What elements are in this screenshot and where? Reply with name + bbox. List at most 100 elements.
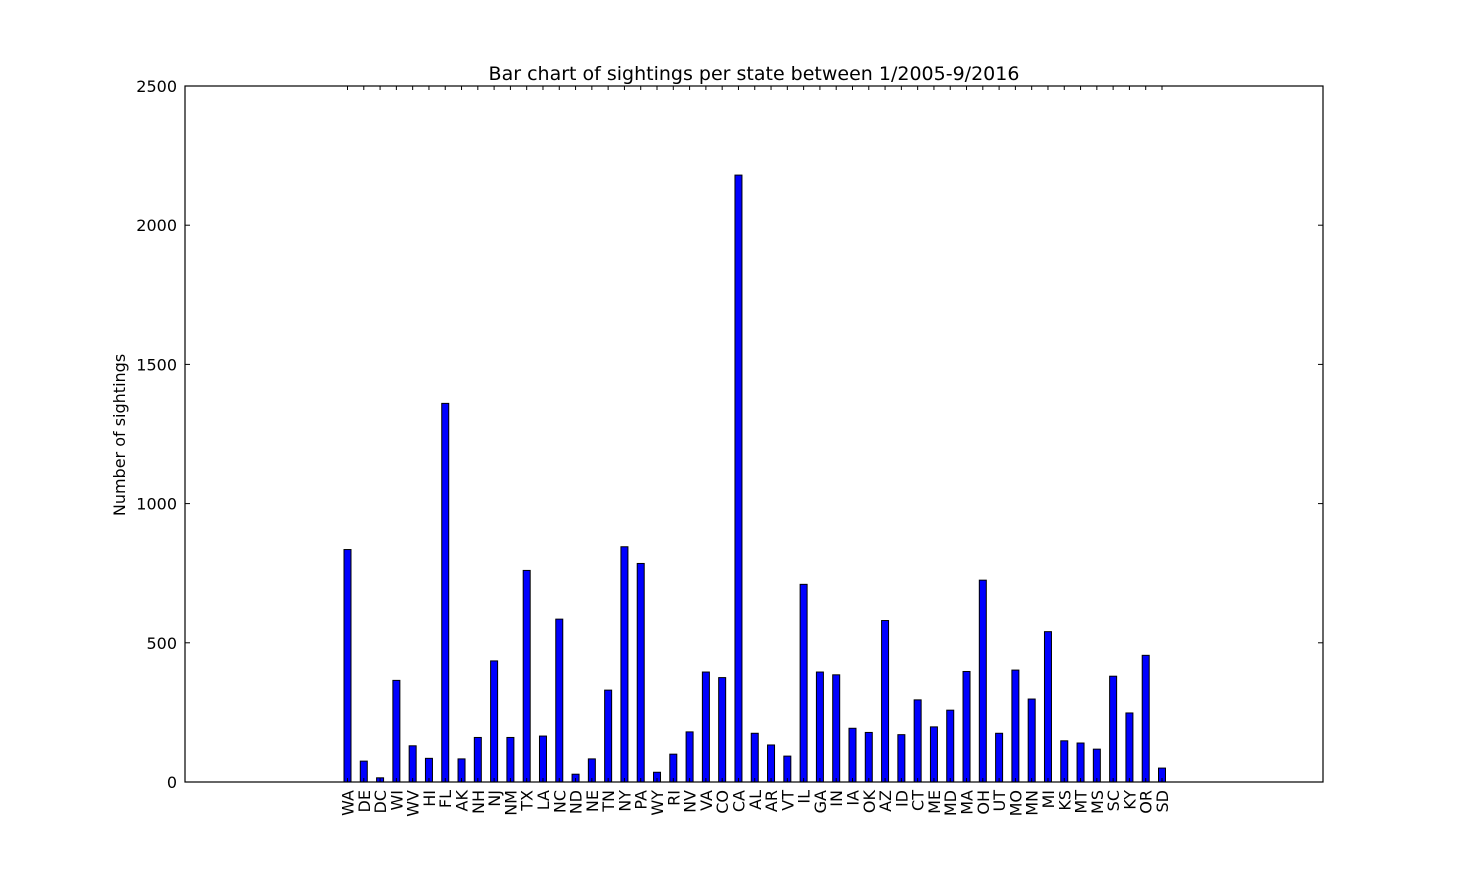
bar-oh — [978, 579, 987, 783]
bar-ia — [848, 727, 857, 783]
x-tick-label: LA — [534, 790, 553, 810]
bar-pa — [636, 562, 645, 783]
bar-wv — [408, 745, 417, 783]
x-tick-label: DC — [371, 790, 390, 814]
x-tick-label: MS — [1088, 790, 1107, 814]
y-tick-label: 1000 — [136, 495, 177, 514]
x-tick-label: AK — [453, 789, 472, 811]
bar-ok — [864, 731, 873, 783]
y-axis-label: Number of sightings — [110, 354, 129, 516]
x-tick-label: ND — [567, 790, 586, 814]
bar-mn — [1027, 698, 1036, 783]
x-tick-label: SC — [1104, 790, 1123, 811]
x-tick-label: MT — [1072, 790, 1091, 814]
bar-ar — [767, 744, 776, 783]
x-tick-label: NM — [501, 790, 520, 816]
x-tick-label: HI — [420, 790, 439, 807]
x-tick-label: KY — [1120, 790, 1139, 810]
x-tick-label: OR — [1137, 790, 1156, 814]
x-tick-label: NY — [615, 790, 634, 812]
bar-ky — [1125, 712, 1134, 783]
x-tick-label: ID — [892, 790, 911, 807]
bar-mt — [1076, 742, 1085, 783]
x-tick-label: SD — [1153, 790, 1172, 812]
y-tick-label: 1500 — [136, 355, 177, 374]
x-tick-label: WA — [339, 790, 358, 816]
bar-ny — [620, 546, 629, 783]
x-tick-label: MD — [941, 790, 960, 816]
x-tick-label: PA — [632, 790, 651, 810]
bar-tn — [604, 689, 613, 783]
x-tick-label: OH — [974, 790, 993, 815]
x-tick-label: IN — [827, 790, 846, 807]
bar-ks — [1060, 740, 1069, 783]
x-tick-label: NC — [550, 790, 569, 813]
bar-wa — [343, 549, 352, 783]
bar-fl — [441, 402, 450, 783]
bar-ca — [734, 174, 743, 783]
bar-va — [701, 671, 710, 783]
bar-sc — [1109, 675, 1118, 783]
bar-il — [799, 583, 808, 783]
x-tick-label: CO — [713, 790, 732, 814]
x-tick-label: VA — [697, 790, 716, 811]
bar-or — [1141, 654, 1150, 783]
bar-ms — [1092, 748, 1101, 783]
x-tick-label: NH — [469, 790, 488, 814]
x-tick-label: ME — [925, 790, 944, 814]
x-tick-label: WY — [648, 790, 667, 816]
x-tick-label: OK — [860, 790, 879, 814]
x-tick-label: NJ — [485, 790, 504, 807]
bar-ga — [815, 671, 824, 783]
x-tick-label: MA — [958, 790, 977, 815]
bar-mo — [1011, 669, 1020, 783]
x-tick-label: VT — [778, 790, 797, 811]
y-tick-label: 0 — [167, 773, 177, 792]
bar-nm — [506, 736, 515, 783]
x-ticks-group: WADEDCWIWVHIFLAKNHNJNMTXLANCNDNETNNYPAWY… — [339, 86, 1172, 817]
x-tick-label: KS — [1055, 790, 1074, 811]
bar-me — [929, 726, 938, 783]
bar-az — [881, 620, 890, 783]
bar-la — [538, 735, 547, 783]
bar-co — [718, 677, 727, 783]
y-tick-label: 500 — [146, 634, 177, 653]
x-tick-label: GA — [811, 790, 830, 813]
bars-group — [343, 174, 1166, 783]
bar-ut — [995, 732, 1004, 783]
x-tick-label: RI — [664, 790, 683, 806]
x-tick-label: CT — [909, 790, 928, 811]
bar-id — [897, 734, 906, 783]
y-ticks-group: 0 500 1000 1500 2000 2500 — [136, 77, 1323, 792]
x-tick-label: TN — [599, 790, 618, 813]
x-tick-label: UT — [990, 790, 1009, 812]
bar-ma — [962, 670, 971, 783]
plot-frame — [184, 85, 1324, 783]
bar-ct — [913, 699, 922, 783]
x-tick-label: WI — [387, 790, 406, 811]
x-tick-label: MO — [1006, 790, 1025, 816]
x-tick-label: FL — [436, 790, 455, 808]
bar-tx — [522, 569, 531, 783]
chart-title: Bar chart of sightings per state between… — [489, 63, 1020, 85]
x-tick-label: MN — [1023, 790, 1042, 816]
bar-ri — [669, 753, 678, 783]
x-tick-label: DE — [355, 790, 374, 812]
x-tick-label: CA — [729, 790, 748, 812]
x-tick-label: NE — [583, 790, 602, 812]
x-tick-label: IL — [795, 790, 814, 804]
x-tick-label: AR — [762, 790, 781, 812]
x-tick-label: AZ — [876, 790, 895, 812]
bar-nc — [555, 618, 564, 783]
y-tick-label: 2500 — [136, 77, 177, 96]
x-tick-label: TX — [518, 790, 537, 812]
bar-al — [750, 732, 759, 783]
bar-md — [946, 709, 955, 783]
bar-in — [832, 674, 841, 783]
x-tick-label: MI — [1039, 790, 1058, 809]
bar-nj — [490, 660, 499, 783]
x-tick-label: WV — [404, 790, 423, 817]
x-tick-label: NV — [681, 790, 700, 813]
